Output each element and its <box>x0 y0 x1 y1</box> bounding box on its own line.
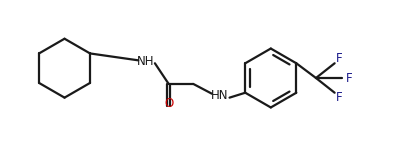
Text: HN: HN <box>211 89 229 102</box>
Text: F: F <box>336 91 343 104</box>
Text: F: F <box>336 52 343 65</box>
Text: F: F <box>346 71 353 85</box>
Text: NH: NH <box>137 55 155 68</box>
Text: O: O <box>164 97 173 110</box>
